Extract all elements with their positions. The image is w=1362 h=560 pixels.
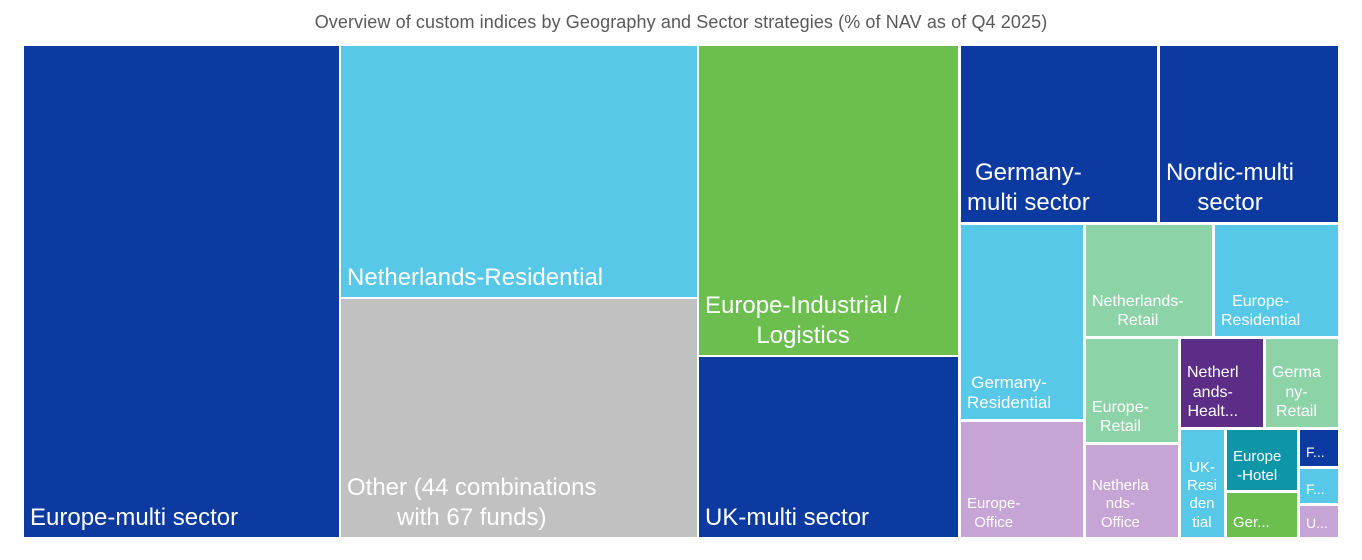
treemap-tile-label: Netherlands-Residential [347,263,604,291]
treemap-tile-f-truncated-2[interactable]: F... [1300,469,1338,503]
treemap-tile-uk-residential[interactable]: UK- Resi den tial [1181,430,1224,537]
treemap-tile-europe-retail[interactable]: Europe- Retail [1086,339,1178,442]
treemap-tile-label: F... [1306,480,1325,497]
treemap-tile-label: U... [1306,514,1328,531]
treemap-tile-germany-residential[interactable]: Germany- Residential [961,225,1083,419]
treemap-tile-europe-hotel[interactable]: Europe -Hotel [1227,430,1297,490]
treemap-tile-label: Europe -Hotel [1233,448,1282,484]
treemap-tile-uk-multi-sector[interactable]: UK-multi sector [699,357,958,537]
treemap-tile-label: F... [1306,443,1325,460]
treemap-tile-f-truncated-1[interactable]: F... [1300,430,1338,466]
treemap-tile-netherlands-healthcare[interactable]: Netherl ands- Healt... [1181,339,1263,427]
treemap-tile-label: Other (44 combinations with 67 funds) [347,474,597,531]
treemap-tile-label: Europe-multi sector [30,503,239,531]
treemap-tile-label: Germany- Residential [967,372,1052,413]
treemap-tile-label: UK- Resi den tial [1187,458,1218,531]
treemap-tile-label: Germany-multi sector [967,159,1090,216]
treemap-tile-ger-truncated[interactable]: Ger... [1227,493,1297,537]
treemap-tile-europe-office[interactable]: Europe- Office [961,422,1083,537]
treemap-tile-germany-multi-sector[interactable]: Germany-multi sector [961,46,1157,222]
treemap-tile-label: Netherlands- Retail [1092,292,1184,330]
treemap-tile-label: Europe- Office [967,495,1021,531]
treemap-tile-europe-industrial-logistics[interactable]: Europe-Industrial / Logistics [699,46,958,355]
chart-title: Overview of custom indices by Geography … [314,12,1048,32]
treemap-tile-u-truncated[interactable]: U... [1300,506,1338,537]
treemap-tile-label: Netherl ands- Healt... [1187,364,1239,421]
treemap-tile-label: Netherla nds- Office [1092,477,1149,531]
treemap-tile-label: Europe- Retail [1092,398,1149,436]
treemap-tile-other-combinations[interactable]: Other (44 combinations with 67 funds) [341,299,697,537]
treemap-tile-netherlands-office[interactable]: Netherla nds- Office [1086,445,1178,537]
treemap-tile-netherlands-residential[interactable]: Netherlands-Residential [341,46,697,297]
treemap-tile-europe-residential[interactable]: Europe- Residential [1215,225,1338,336]
treemap-tile-label: Germa ny- Retail [1272,364,1321,421]
treemap-tile-label: Europe-Industrial / Logistics [705,292,902,349]
treemap-tile-germany-retail[interactable]: Germa ny- Retail [1266,339,1338,427]
treemap-tile-nordic-multi-sector[interactable]: Nordic-multi sector [1160,46,1338,222]
treemap-tile-label: Europe- Residential [1221,292,1301,330]
treemap-tile-label: Ger... [1233,513,1270,531]
treemap-tile-europe-multi-sector[interactable]: Europe-multi sector [24,46,339,537]
treemap-tile-label: Nordic-multi sector [1166,159,1295,216]
treemap-tile-netherlands-retail[interactable]: Netherlands- Retail [1086,225,1212,336]
treemap-tile-label: UK-multi sector [705,503,870,531]
